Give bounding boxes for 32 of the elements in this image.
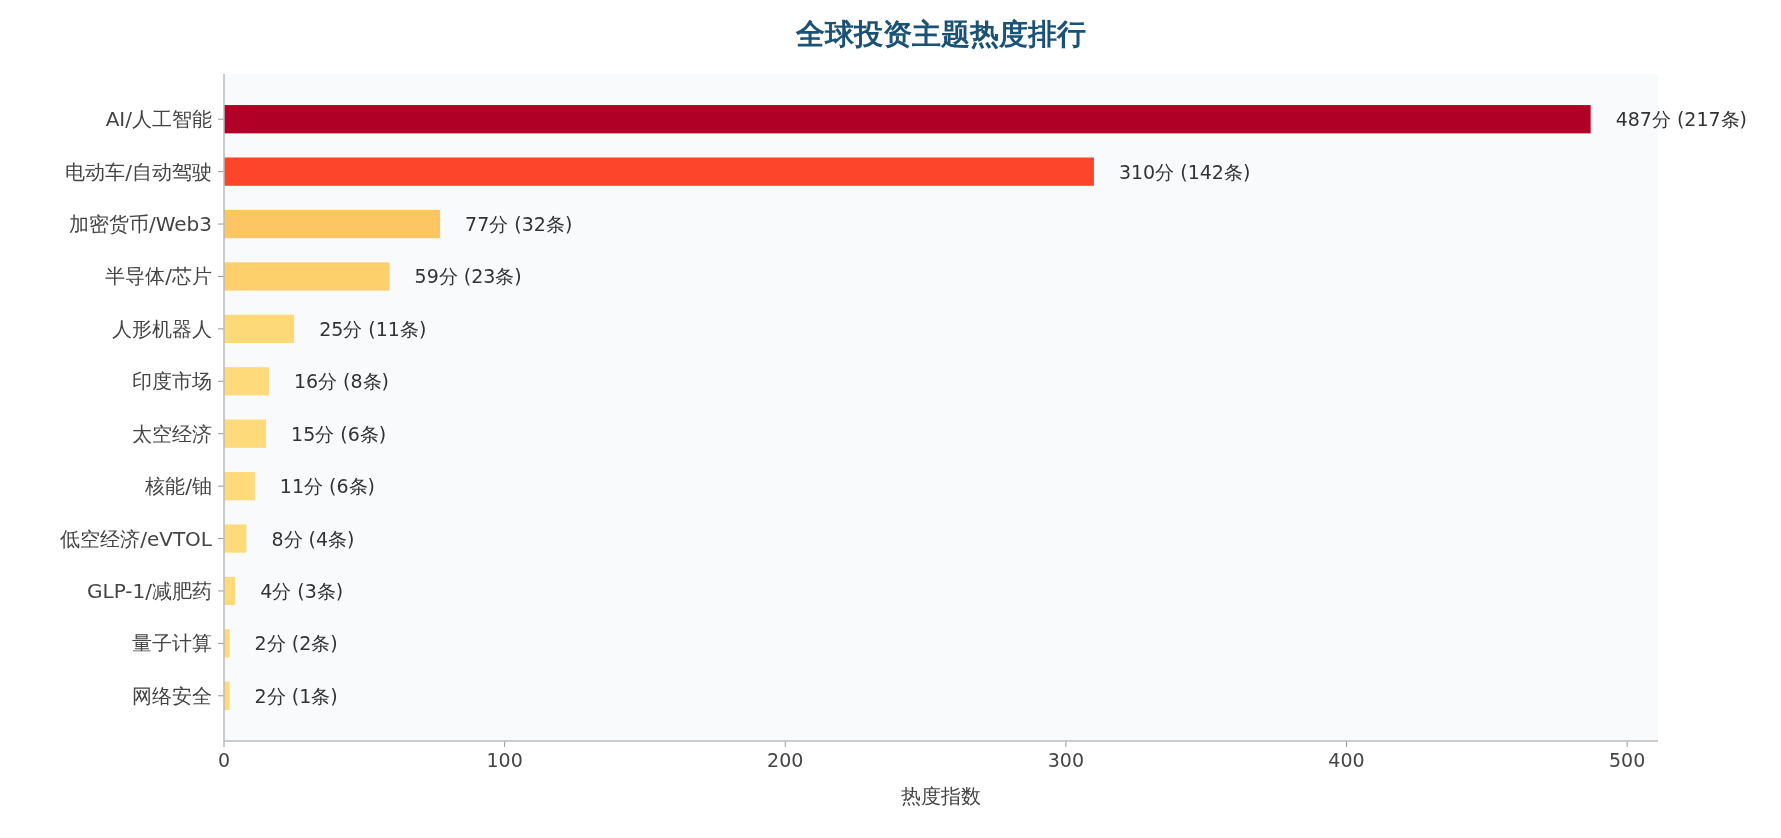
data-label: 25分 (11条) [319,317,427,340]
x-tick-label: 100 [486,749,523,771]
data-label: 59分 (23条) [414,265,522,288]
y-tick-label: 太空经济 [132,421,212,446]
y-tick-label: 网络安全 [132,683,212,708]
data-label: 8分 (4条) [271,527,355,550]
x-tick-label: 500 [1609,749,1646,771]
data-label: 487分 (217条) [1615,108,1748,131]
x-tick-label: 400 [1328,749,1365,771]
data-label: 11分 (6条) [279,475,376,498]
y-tick-label: 电动车/自动驾驶 [65,159,212,184]
x-tick-label: 0 [217,749,231,771]
chart-title: 全球投资主题热度排行 [795,17,1086,51]
data-label: 4分 (3条) [260,579,344,602]
data-label: 2分 (2条) [254,632,338,655]
x-tick-label: 300 [1047,749,1085,771]
data-label: 310分 (142条) [1118,160,1251,183]
x-axis-title: 热度指数 [901,784,981,808]
y-tick-label: 加密货币/Web3 [68,212,212,237]
y-tick-label: 核能/铀 [144,474,212,499]
data-label: 15分 (6条) [291,422,387,445]
y-tick-label: GLP-1/减肥药 [87,578,212,603]
x-tick-label: 200 [767,749,804,771]
y-tick-label: 量子计算 [132,631,212,656]
data-label: 2分 (1条) [254,684,338,707]
y-tick-label: 半导体/芯片 [105,264,212,289]
data-label: 77分 (32条) [465,213,573,236]
data-label: 16分 (8条) [293,370,390,393]
y-tick-label: 印度市场 [132,369,212,394]
y-tick-label: AI/人工智能 [105,107,212,132]
y-tick-label: 低空经济/eVTOL [60,526,213,551]
y-tick-label: 人形机器人 [112,316,212,341]
